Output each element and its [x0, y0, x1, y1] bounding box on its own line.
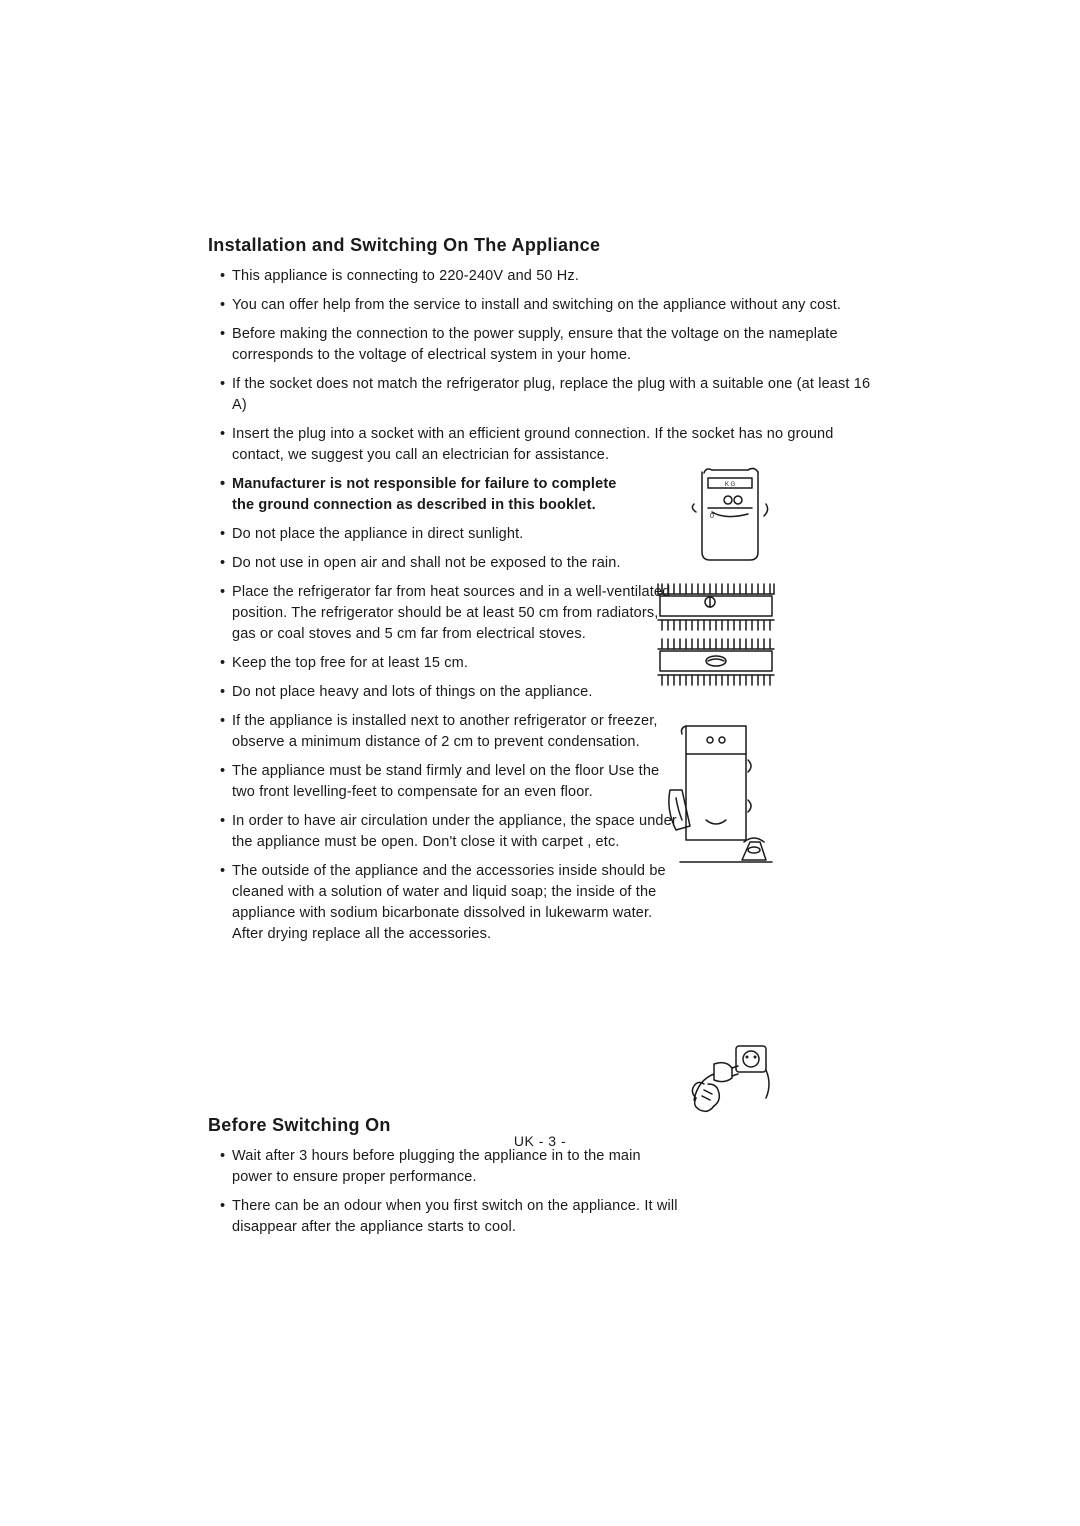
- stove-heat-icon: [652, 635, 780, 690]
- bullet-item: You can offer help from the service to i…: [220, 295, 872, 316]
- bullet-item: The outside of the appliance and the acc…: [220, 861, 680, 945]
- bullet-item-bold: Manufacturer is not responsible for fail…: [220, 474, 632, 516]
- svg-text:K G: K G: [725, 482, 736, 488]
- svg-text:0: 0: [710, 513, 714, 520]
- fridge-cleaning-icon: [656, 720, 776, 865]
- bullet-item: If the socket does not match the refrige…: [220, 374, 872, 416]
- bullet-item: This appliance is connecting to 220-240V…: [220, 266, 872, 287]
- before-switching-on-bullets: Wait after 3 hours before plugging the a…: [208, 1146, 872, 1238]
- bullet-item: Before making the connection to the powe…: [220, 324, 872, 366]
- bullet-item: Wait after 3 hours before plugging the a…: [220, 1146, 680, 1188]
- bullet-item: In order to have air circulation under t…: [220, 811, 680, 853]
- page-footer: UK - 3 -: [0, 1133, 1080, 1149]
- washing-machine-icon: K G 0: [680, 460, 780, 565]
- plugging-in-icon: [674, 1040, 774, 1120]
- bullet-item: There can be an odour when you first swi…: [220, 1196, 680, 1238]
- bullet-item: The appliance must be stand firmly and l…: [220, 761, 680, 803]
- radiator-heat-icon: [652, 580, 780, 635]
- bullet-item: Place the refrigerator far from heat sou…: [220, 582, 680, 645]
- section-title-installation: Installation and Switching On The Applia…: [208, 235, 872, 256]
- manual-page: Installation and Switching On The Applia…: [0, 0, 1080, 1526]
- bullet-item: If the appliance is installed next to an…: [220, 711, 680, 753]
